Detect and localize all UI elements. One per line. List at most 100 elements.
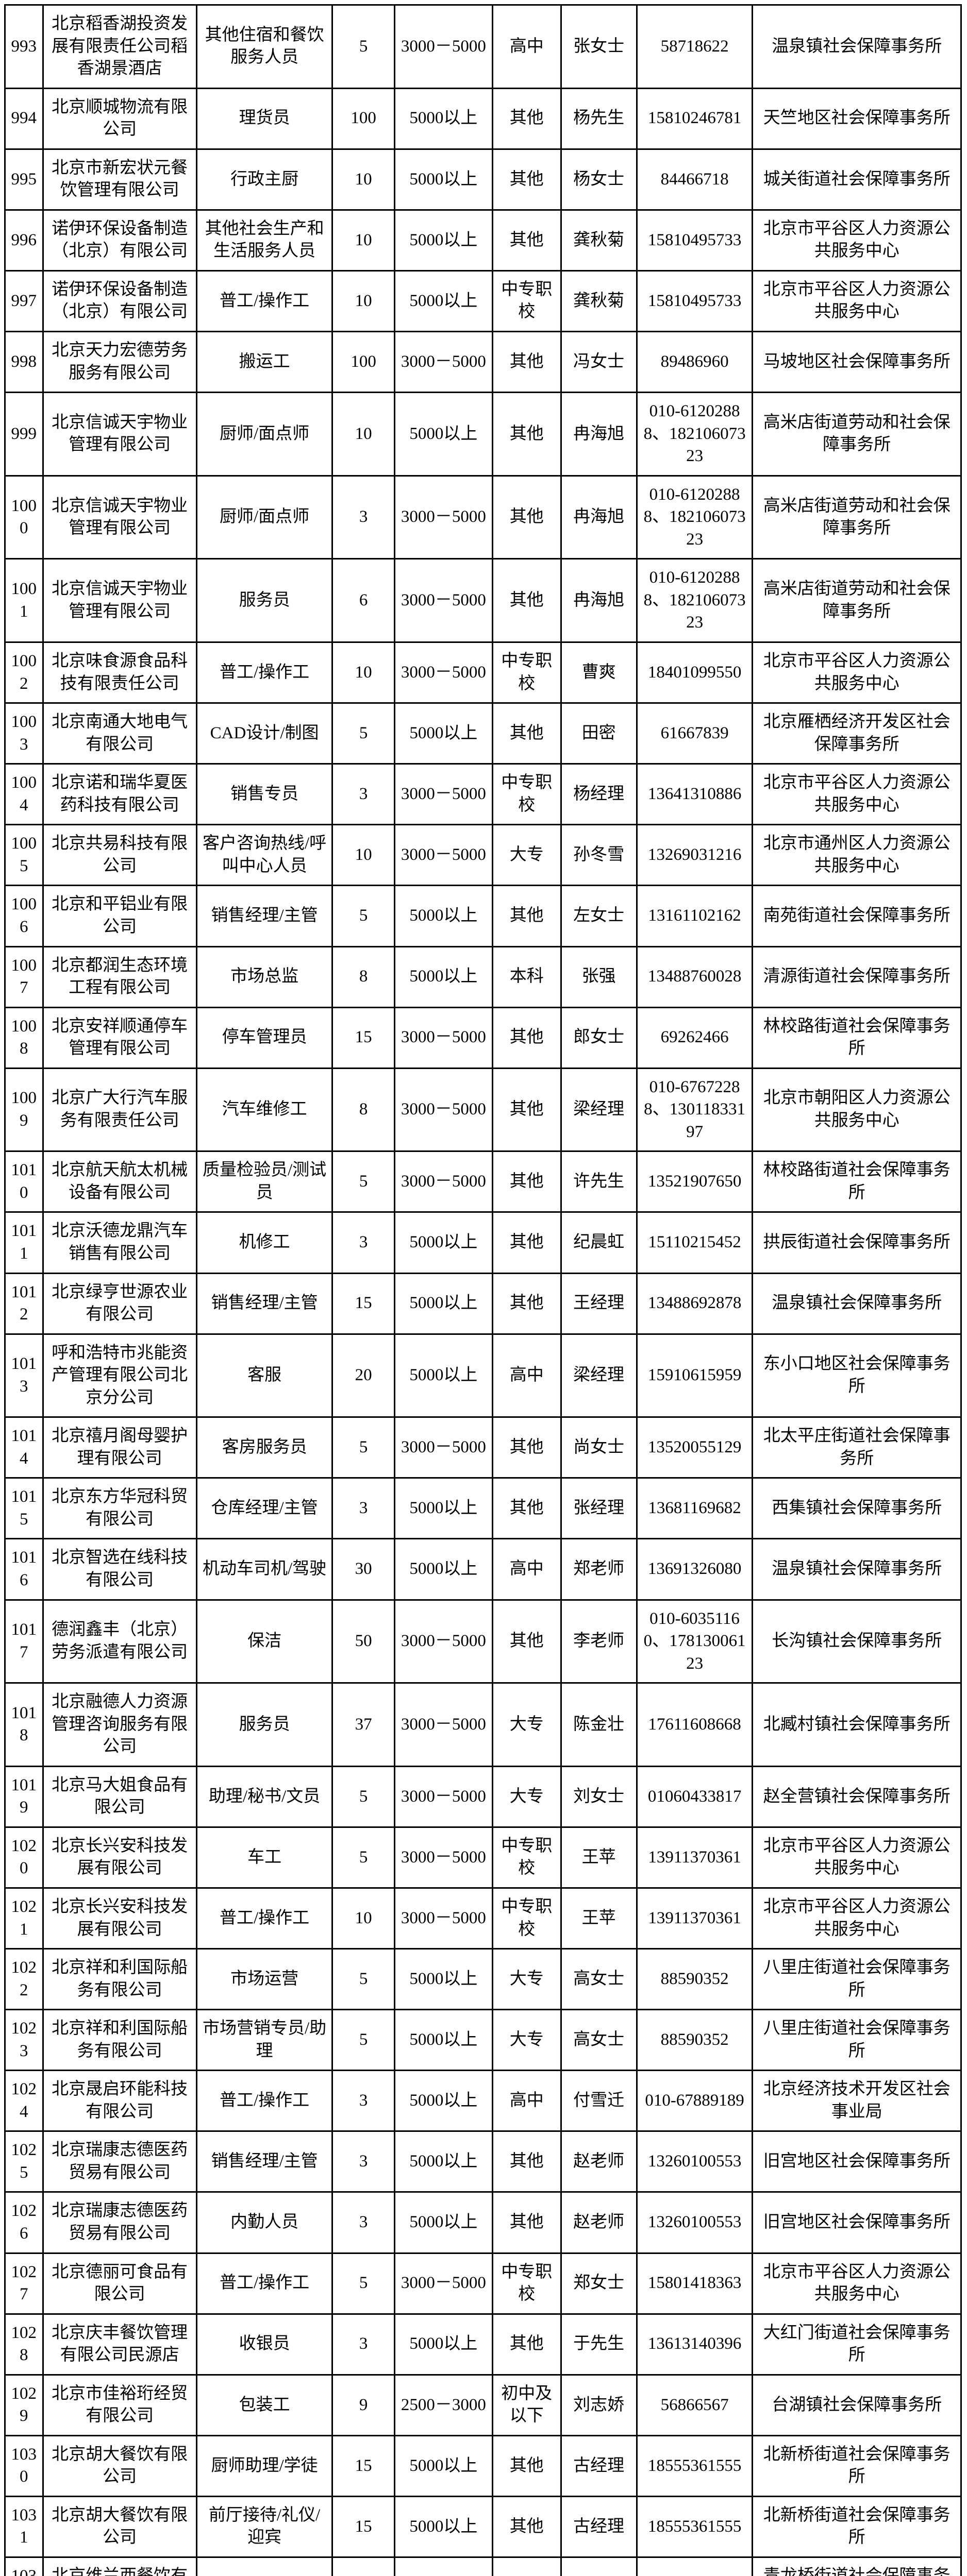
cell-id: 1021 (4, 1887, 44, 1950)
cell-education: 其他 (491, 1067, 562, 1153)
cell-contact: 曹爽 (560, 641, 638, 704)
cell-id: 1024 (4, 2070, 44, 2132)
cell-education: 初中及以下 (491, 2374, 562, 2436)
cell-office: 城关街道社会保障事务所 (752, 148, 962, 211)
cell-company: 北京天力宏德劳务服务有限公司 (42, 331, 197, 394)
cell-contact: 杨女士 (560, 148, 638, 211)
cell-phone: 13260100553 (636, 2191, 754, 2254)
cell-contact: 杨先生 (560, 87, 638, 150)
cell-position: 客房服务员 (195, 1416, 334, 1479)
cell-office: 赵全营镇社会保障事务所 (752, 1765, 962, 1828)
table-row: 996 诺伊环保设备制造（北京）有限公司 其他社会生产和生活服务人员 10 5000以上… (4, 209, 962, 272)
cell-id: 1013 (4, 1333, 44, 1418)
table-row: 1019 北京马大姐食品有限公司 助理/秘书/文员 5 3000－5000 大专 刘女士 01… (4, 1765, 962, 1828)
cell-phone: 13269031216 (636, 824, 754, 887)
cell-openings: 5 (331, 1765, 395, 1828)
cell-openings: 10 (331, 1887, 395, 1950)
cell-salary: 3000－5000 (393, 1826, 493, 1889)
table-row: 1024 北京晟启环能科技有限公司 普工/操作工 3 5000以上 高中 付雪迁 010-67… (4, 2070, 962, 2132)
cell-id: 1015 (4, 1477, 44, 1540)
cell-office: 西集镇社会保障事务所 (752, 1477, 962, 1540)
table-row: 1015 北京东方华冠科贸有限公司 仓库经理/主管 3 5000以上 其他 张经理 13681… (4, 1477, 962, 1540)
cell-contact: 龚秋菊 (560, 209, 638, 272)
cell-company: 北京味食源食品科技有限责任公司 (42, 641, 197, 704)
cell-phone: 13161102162 (636, 885, 754, 947)
cell-position: 收银员 (195, 2313, 334, 2376)
cell-education: 中专职校 (491, 1826, 562, 1889)
cell-position: 普工/操作工 (195, 2070, 334, 2132)
cell-id: 993 (4, 4, 44, 89)
cell-openings: 37 (331, 1682, 395, 1767)
cell-company: 北京胡大餐饮有限公司 (42, 2495, 197, 2558)
cell-contact: 赵老师 (560, 2191, 638, 2254)
cell-id: 1010 (4, 1150, 44, 1213)
cell-id: 1023 (4, 2009, 44, 2072)
job-listings-table: 993 北京稻香湖投资发展有限责任公司稻香湖景酒店 其他住宿和餐饮服务人员 5 3000… (4, 4, 962, 2576)
cell-education: 其他 (491, 885, 562, 947)
cell-office: 台湖镇社会保障事务所 (752, 2374, 962, 2436)
table-row: 1005 北京共易科技有限公司 客户咨询热线/呼叫中心人员 10 3000－5000 大专… (4, 824, 962, 887)
cell-company: 北京绿亨世源农业有限公司 (42, 1272, 197, 1335)
cell-position: 服务员 (195, 558, 334, 643)
cell-office: 高米店街道劳动和社会保障事务所 (752, 474, 962, 560)
cell-id: 1020 (4, 1826, 44, 1889)
table-row: 1026 北京瑞康志德医药贸易有限公司 内勤人员 3 5000以上 其他 赵老师 132601… (4, 2191, 962, 2254)
cell-openings: 10 (331, 641, 395, 704)
cell-phone: 010-67889189 (636, 2070, 754, 2132)
cell-salary: 3000－5000 (393, 474, 493, 560)
cell-contact: 高女士 (560, 1948, 638, 2011)
cell-phone: 010-61202888、18210607323 (636, 392, 754, 477)
cell-contact: 王苹 (560, 1887, 638, 1950)
cell-company: 北京东方华冠科贸有限公司 (42, 1477, 197, 1540)
cell-salary: 5000以上 (393, 209, 493, 272)
cell-contact: 张强 (560, 945, 638, 1008)
cell-salary: 5000以上 (393, 702, 493, 765)
cell-phone: 01060433817 (636, 1765, 754, 1828)
cell-office: 北京市平谷区人力资源公共服务中心 (752, 763, 962, 826)
table-row: 1004 北京诺和瑞华夏医药科技有限公司 销售专员 3 3000－5000 中专职校 杨经理… (4, 763, 962, 826)
cell-openings: 10 (331, 209, 395, 272)
cell-phone: 13488692878 (636, 1272, 754, 1335)
cell-company: 北京顺城物流有限公司 (42, 87, 197, 150)
cell-office: 大红门街道社会保障事务所 (752, 2313, 962, 2376)
cell-phone: 69262466 (636, 1006, 754, 1069)
cell-id: 1006 (4, 885, 44, 947)
cell-phone: 13520055129 (636, 1416, 754, 1479)
cell-office: 高米店街道劳动和社会保障事务所 (752, 392, 962, 477)
cell-position: 前厅接待/礼仪/迎宾 (195, 2495, 334, 2558)
cell-education: 其他 (491, 2556, 562, 2576)
cell-phone: 15801418363 (636, 2252, 754, 2315)
cell-contact: 陈金壮 (560, 1682, 638, 1767)
cell-office: 温泉镇社会保障事务所 (752, 1538, 962, 1601)
cell-salary: 3000－5000 (393, 2252, 493, 2315)
cell-education: 中专职校 (491, 269, 562, 333)
cell-contact: 郑经理 (560, 2556, 638, 2576)
cell-openings: 50 (331, 1599, 395, 1684)
cell-id: 1025 (4, 2130, 44, 2193)
cell-openings: 5 (331, 4, 395, 89)
cell-company: 诺伊环保设备制造（北京）有限公司 (42, 209, 197, 272)
cell-id: 997 (4, 269, 44, 333)
table-row: 1001 北京信诚天宇物业管理有限公司 服务员 6 3000－5000 其他 冉海旭 010-… (4, 558, 962, 643)
cell-phone: 010-67672288、13011833197 (636, 1067, 754, 1153)
cell-id: 1000 (4, 474, 44, 560)
table-row: 1010 北京航天航太机械设备有限公司 质量检验员/测试员 5 3000－5000 其他许… (4, 1150, 962, 1213)
cell-office: 旧宫地区社会保障事务所 (752, 2191, 962, 2254)
cell-position: 停车管理员 (195, 1006, 334, 1069)
cell-salary: 5000以上 (393, 1272, 493, 1335)
cell-company: 北京长兴安科技发展有限公司 (42, 1826, 197, 1889)
cell-position: 普工/操作工 (195, 1887, 334, 1950)
cell-salary: 5000以上 (393, 2191, 493, 2254)
cell-contact: 田密 (560, 702, 638, 765)
cell-office: 北京市平谷区人力资源公共服务中心 (752, 1887, 962, 1950)
cell-position: 厨师/面点师 (195, 474, 334, 560)
cell-salary: 5000以上 (393, 2434, 493, 2497)
cell-phone: 61667839 (636, 702, 754, 765)
cell-contact: 古经理 (560, 2434, 638, 2497)
cell-phone: 15110215452 (636, 1211, 754, 1274)
cell-position: 车工 (195, 1826, 334, 1889)
cell-company: 北京禧月阁母婴护理有限公司 (42, 1416, 197, 1479)
cell-contact: 冉海旭 (560, 474, 638, 560)
cell-education: 大专 (491, 1682, 562, 1767)
